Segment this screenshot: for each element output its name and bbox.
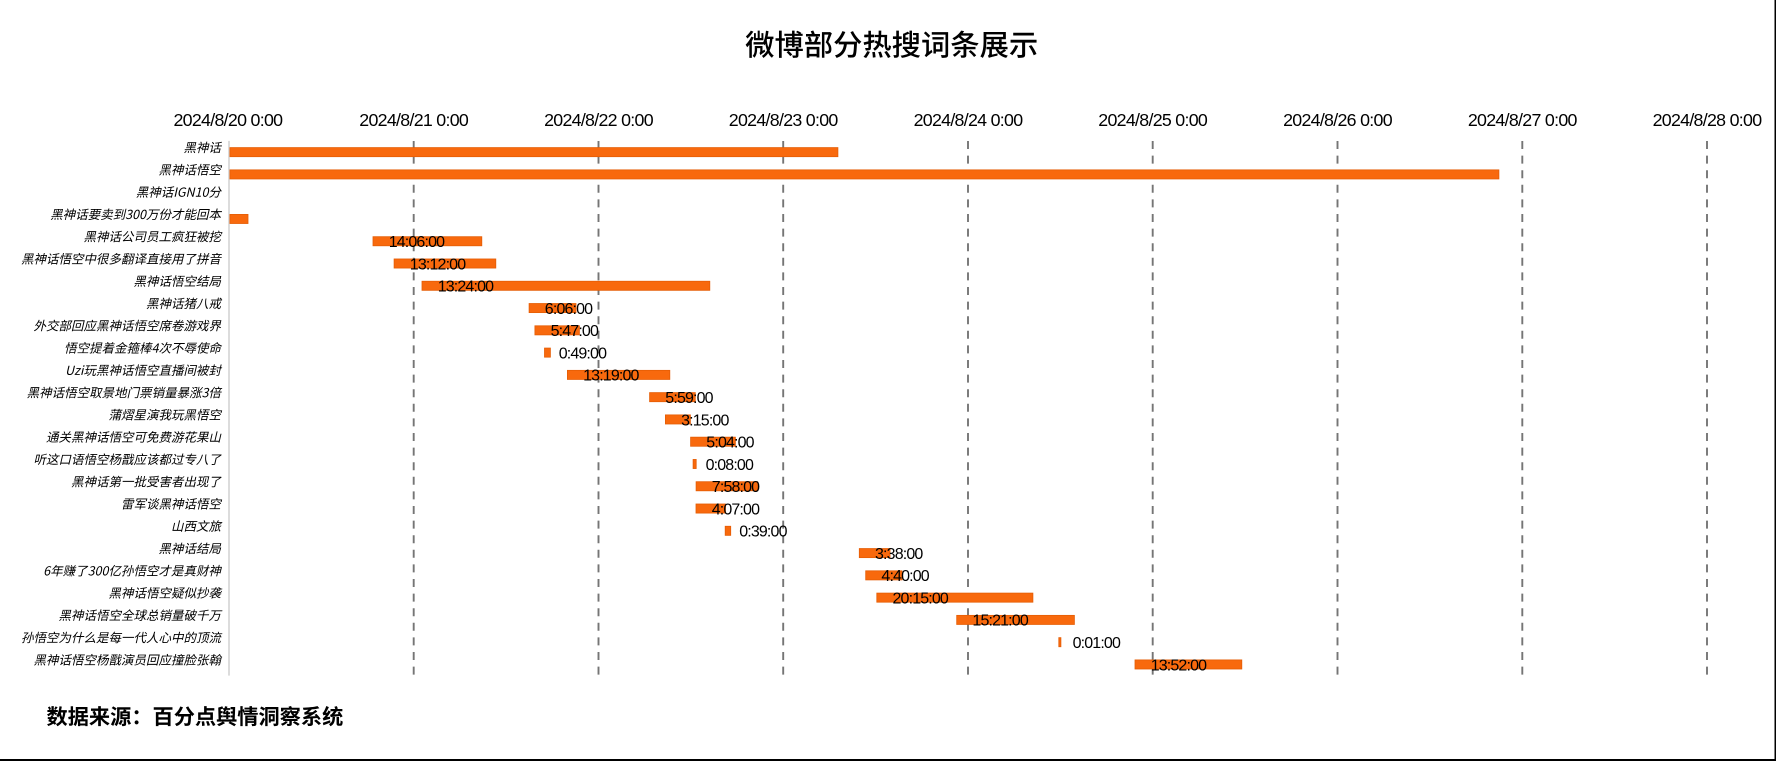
svg-text:13:24:00: 13:24:00 bbox=[438, 279, 494, 296]
svg-text:0:39:00: 0:39:00 bbox=[739, 524, 787, 541]
svg-text:2024/8/20 0:00: 2024/8/20 0:00 bbox=[173, 110, 283, 130]
svg-text:2024/8/24 0:00: 2024/8/24 0:00 bbox=[914, 110, 1024, 130]
svg-text:13:52:00: 13:52:00 bbox=[1151, 657, 1207, 674]
svg-text:15:21:00: 15:21:00 bbox=[972, 613, 1028, 630]
svg-text:0:01:00: 0:01:00 bbox=[1073, 635, 1121, 652]
svg-text:3:38:00: 3:38:00 bbox=[875, 546, 923, 563]
svg-text:2024/8/26 0:00: 2024/8/26 0:00 bbox=[1283, 110, 1393, 130]
svg-text:4:40:00: 4:40:00 bbox=[881, 568, 929, 585]
svg-text:5:59:00: 5:59:00 bbox=[665, 390, 713, 407]
svg-text:14:06:00: 14:06:00 bbox=[389, 234, 445, 251]
svg-text:2024/8/25 0:00: 2024/8/25 0:00 bbox=[1098, 110, 1208, 130]
svg-text:0:08:00: 0:08:00 bbox=[706, 457, 754, 474]
svg-text:2024/8/23 0:00: 2024/8/23 0:00 bbox=[729, 110, 839, 130]
svg-text:4:07:00: 4:07:00 bbox=[712, 501, 760, 518]
svg-text:13:12:00: 13:12:00 bbox=[410, 256, 466, 273]
svg-text:2024/8/28 0:00: 2024/8/28 0:00 bbox=[1653, 110, 1763, 130]
svg-text:5:47:00: 5:47:00 bbox=[551, 323, 599, 340]
svg-text:2024/8/21 0:00: 2024/8/21 0:00 bbox=[359, 110, 469, 130]
svg-text:20:15:00: 20:15:00 bbox=[893, 590, 949, 607]
svg-text:5:04:00: 5:04:00 bbox=[706, 435, 754, 452]
svg-text:3:15:00: 3:15:00 bbox=[681, 412, 729, 429]
svg-text:6:06:00: 6:06:00 bbox=[545, 301, 593, 318]
svg-text:7:58:00: 7:58:00 bbox=[712, 479, 760, 496]
svg-text:2024/8/27 0:00: 2024/8/27 0:00 bbox=[1468, 110, 1578, 130]
svg-text:13:19:00: 13:19:00 bbox=[583, 368, 639, 385]
svg-text:0:49:00: 0:49:00 bbox=[559, 345, 607, 362]
svg-text:2024/8/22 0:00: 2024/8/22 0:00 bbox=[544, 110, 654, 130]
